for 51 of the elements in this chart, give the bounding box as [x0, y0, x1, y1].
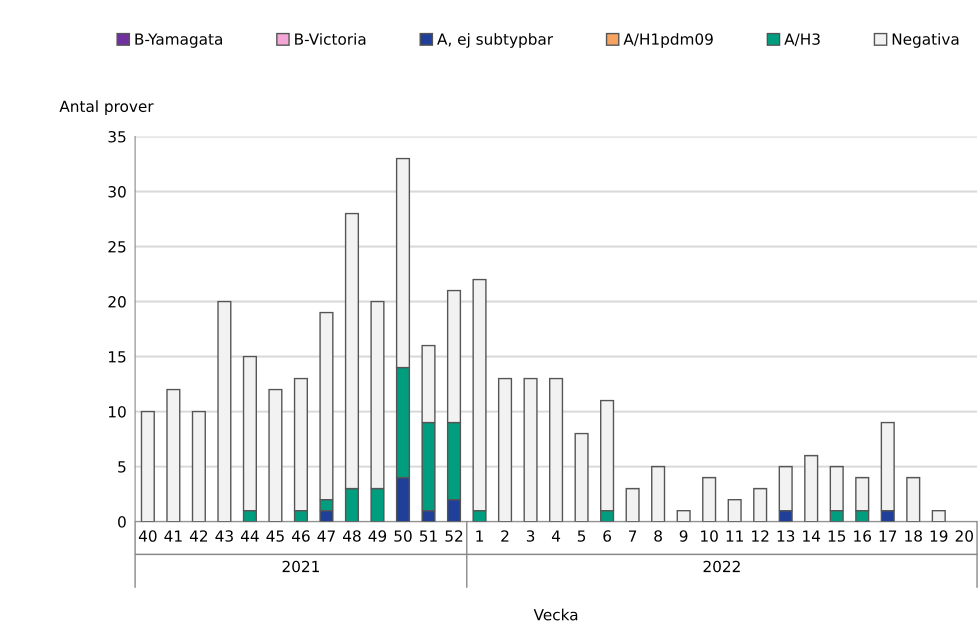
- x-tick-label: 52: [445, 530, 462, 542]
- x-tick-label: 17: [880, 530, 896, 542]
- legend-label: A, ej subtypbar: [437, 33, 554, 48]
- x-tick-label: 11: [726, 530, 743, 542]
- x-tick-label: 3: [526, 530, 534, 542]
- x-tick-label: 16: [854, 530, 871, 542]
- x-tick-label: 42: [190, 530, 208, 542]
- y-tick-label: 30: [108, 186, 126, 198]
- y-tick-label: 0: [118, 516, 126, 528]
- legend-label: Negativa: [892, 33, 958, 48]
- text: 2022: [704, 560, 740, 572]
- x-tick-label: 48: [342, 530, 361, 542]
- x-tick-label: 47: [317, 530, 335, 542]
- legend-label: B-Yamagata: [135, 34, 222, 48]
- y-axis-title: Antal prover: [59, 100, 154, 116]
- x-tick-label: 18: [905, 530, 922, 542]
- x-axis-title: Vecka: [534, 608, 578, 620]
- x-tick-label: 15: [828, 530, 846, 542]
- x-tick-label: 20: [956, 530, 973, 542]
- y-tick-label: 15: [109, 351, 126, 363]
- x-tick-label: 12: [752, 530, 768, 542]
- x-tick-label: 1: [476, 530, 483, 542]
- legend-label: B-Victoria: [295, 33, 366, 45]
- x-tick-label: 45: [266, 530, 284, 542]
- x-tick-label: 2: [501, 530, 508, 542]
- legend-label: A/H3: [784, 33, 820, 46]
- x-tick-label: 8: [654, 530, 662, 542]
- x-tick-label: 4: [552, 530, 560, 542]
- x-tick-label: 7: [629, 530, 636, 542]
- x-tick-label: 14: [803, 530, 820, 542]
- y-tick-label: 35: [108, 130, 126, 143]
- text: 2021: [282, 560, 319, 572]
- y-tick-label: 10: [109, 406, 126, 418]
- x-tick-label: 9: [680, 530, 688, 542]
- x-tick-label: 51: [420, 530, 437, 542]
- x-tick-label: 10: [701, 530, 718, 542]
- x-tick-label: 49: [368, 530, 386, 542]
- legend-label: A/H1pdm09: [623, 33, 713, 48]
- x-tick-label: 6: [603, 530, 611, 542]
- x-tick-label: 13: [778, 530, 794, 542]
- x-tick-label: 44: [240, 530, 259, 542]
- y-tick-label: 20: [108, 296, 126, 308]
- x-tick-label: 40: [138, 530, 157, 542]
- y-tick-label: 5: [118, 461, 126, 473]
- x-tick-label: 50: [394, 530, 412, 542]
- x-tick-label: 19: [930, 530, 948, 542]
- x-tick-label: 5: [578, 530, 586, 542]
- x-tick-label: 46: [292, 530, 310, 542]
- x-tick-label: 41: [164, 530, 182, 542]
- x-tick-label: 43: [215, 530, 233, 542]
- y-tick-label: 25: [108, 241, 126, 253]
